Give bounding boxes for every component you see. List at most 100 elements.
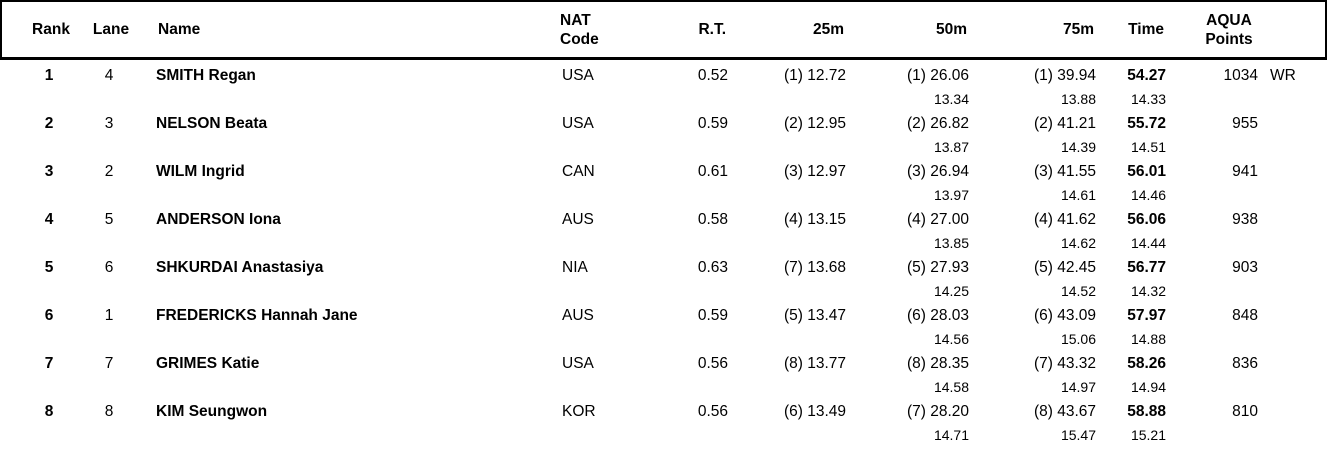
split-50m-cell: (3) 26.94 13.97	[850, 160, 973, 208]
split-75m-value: (4) 41.62	[1033, 211, 1096, 228]
split-75m-cell: (6) 43.09 15.06	[973, 304, 1100, 352]
name-cell: KIM Seungwon	[140, 400, 540, 448]
final-time-value: 57.97	[1127, 307, 1166, 324]
record-note-value	[1270, 304, 1327, 328]
split-75m-lap: 13.88	[1060, 91, 1096, 107]
lane-cell: 8	[78, 400, 140, 448]
nat-code-cell: USA	[540, 64, 660, 112]
split-75m-cell: (3) 41.55 14.61	[973, 160, 1100, 208]
final-lap-value: 14.33	[1130, 91, 1166, 107]
nat-code-line2: Code	[560, 30, 599, 48]
reaction-time-value: 0.61	[697, 163, 728, 180]
final-time-cell: 58.26 14.94	[1100, 352, 1170, 400]
split-25m-value: (1) 12.72	[783, 67, 846, 84]
rank-value: 4	[44, 211, 54, 228]
lane-cell: 2	[78, 160, 140, 208]
reaction-time-cell: 0.52	[660, 64, 730, 112]
aqua-points-value: 903	[1232, 259, 1258, 276]
aqua-points-value: 938	[1232, 211, 1258, 228]
record-note-cell	[1262, 112, 1327, 160]
nat-code-value: USA	[562, 355, 594, 372]
lane-cell: 5	[78, 208, 140, 256]
table-row: 8 8 KIM Seungwon KOR 0.56 (6) 13.49 (7) …	[0, 400, 1327, 448]
nat-code-value: AUS	[562, 211, 594, 228]
table-row: 7 7 GRIMES Katie USA 0.56 (8) 13.77 (8) …	[0, 352, 1327, 400]
split-50m-value: (6) 28.03	[906, 307, 969, 324]
table-body: 1 4 SMITH Regan USA 0.52 (1) 12.72 (1) 2…	[0, 60, 1327, 448]
split-50m-lap: 13.97	[933, 187, 969, 203]
split-75m-value: (1) 39.94	[1033, 67, 1096, 84]
nat-code-cell: AUS	[540, 208, 660, 256]
split-50m-lap: 14.58	[933, 379, 969, 395]
split-50m-cell: (5) 27.93 14.25	[850, 256, 973, 304]
aqua-points-line1: AQUA	[1206, 11, 1252, 29]
record-note-value	[1270, 352, 1327, 376]
swimmer-name: FREDERICKS Hannah Jane	[156, 307, 358, 324]
split-50m-value: (2) 26.82	[906, 115, 969, 132]
reaction-time-cell: 0.63	[660, 256, 730, 304]
swimmer-name: SHKURDAI Anastasiya	[156, 259, 324, 276]
reaction-time-cell: 0.61	[660, 160, 730, 208]
lane-value: 3	[104, 115, 114, 132]
split-75m-lap: 14.97	[1060, 379, 1096, 395]
lane-value: 4	[104, 67, 114, 84]
rank-cell: 8	[0, 400, 78, 448]
aqua-points-value: 941	[1232, 163, 1258, 180]
swimmer-name: WILM Ingrid	[156, 163, 245, 180]
final-time-cell: 56.01 14.46	[1100, 160, 1170, 208]
split-75m-cell: (5) 42.45 14.52	[973, 256, 1100, 304]
column-header-75m: 75m	[1062, 21, 1094, 38]
split-50m-lap: 13.87	[933, 139, 969, 155]
lane-cell: 6	[78, 256, 140, 304]
split-75m-cell: (4) 41.62 14.62	[973, 208, 1100, 256]
table-row: 1 4 SMITH Regan USA 0.52 (1) 12.72 (1) 2…	[0, 64, 1327, 112]
record-note-cell	[1262, 256, 1327, 304]
reaction-time-value: 0.59	[697, 115, 728, 132]
name-cell: WILM Ingrid	[140, 160, 540, 208]
split-50m-lap: 14.25	[933, 283, 969, 299]
table-header: Rank Lane Name NAT Code R.T. 25m 50m 75m…	[0, 0, 1327, 60]
nat-code-cell: NIA	[540, 256, 660, 304]
column-header-lane: Lane	[92, 21, 130, 38]
nat-code-value: USA	[562, 115, 594, 132]
reaction-time-value: 0.59	[697, 307, 728, 324]
final-time-value: 58.26	[1127, 355, 1166, 372]
split-50m-cell: (4) 27.00 13.85	[850, 208, 973, 256]
reaction-time-value: 0.56	[697, 355, 728, 372]
lane-value: 8	[104, 403, 114, 420]
table-row: 4 5 ANDERSON Iona AUS 0.58 (4) 13.15 (4)…	[0, 208, 1327, 256]
nat-code-cell: AUS	[540, 304, 660, 352]
split-75m-cell: (8) 43.67 15.47	[973, 400, 1100, 448]
lane-cell: 7	[78, 352, 140, 400]
split-75m-value: (8) 43.67	[1033, 403, 1096, 420]
name-cell: ANDERSON Iona	[140, 208, 540, 256]
rank-cell: 5	[0, 256, 78, 304]
record-note-cell	[1262, 400, 1327, 448]
column-header-aqua-points: AQUA Points	[1168, 11, 1260, 49]
column-header-nat-code: NAT Code	[538, 11, 658, 49]
final-lap-value: 14.88	[1130, 331, 1166, 347]
final-time-cell: 54.27 14.33	[1100, 64, 1170, 112]
reaction-time-value: 0.56	[697, 403, 728, 420]
split-25m-value: (7) 13.68	[783, 259, 846, 276]
final-time-value: 58.88	[1127, 403, 1166, 420]
column-header-time: Time	[1128, 21, 1164, 38]
split-25m-cell: (1) 12.72	[730, 64, 850, 112]
final-time-value: 55.72	[1127, 115, 1166, 132]
lane-value: 6	[104, 259, 114, 276]
column-header-50m: 50m	[935, 21, 967, 38]
nat-code-value: AUS	[562, 307, 594, 324]
record-note-value	[1270, 160, 1327, 184]
reaction-time-value: 0.63	[697, 259, 728, 276]
reaction-time-cell: 0.56	[660, 352, 730, 400]
split-25m-value: (6) 13.49	[783, 403, 846, 420]
split-25m-cell: (7) 13.68	[730, 256, 850, 304]
swimmer-name: GRIMES Katie	[156, 355, 260, 372]
rank-value: 1	[44, 67, 54, 84]
aqua-points-cell: 1034	[1170, 64, 1262, 112]
name-cell: GRIMES Katie	[140, 352, 540, 400]
aqua-points-cell: 903	[1170, 256, 1262, 304]
name-cell: SMITH Regan	[140, 64, 540, 112]
final-lap-value: 14.44	[1130, 235, 1166, 251]
